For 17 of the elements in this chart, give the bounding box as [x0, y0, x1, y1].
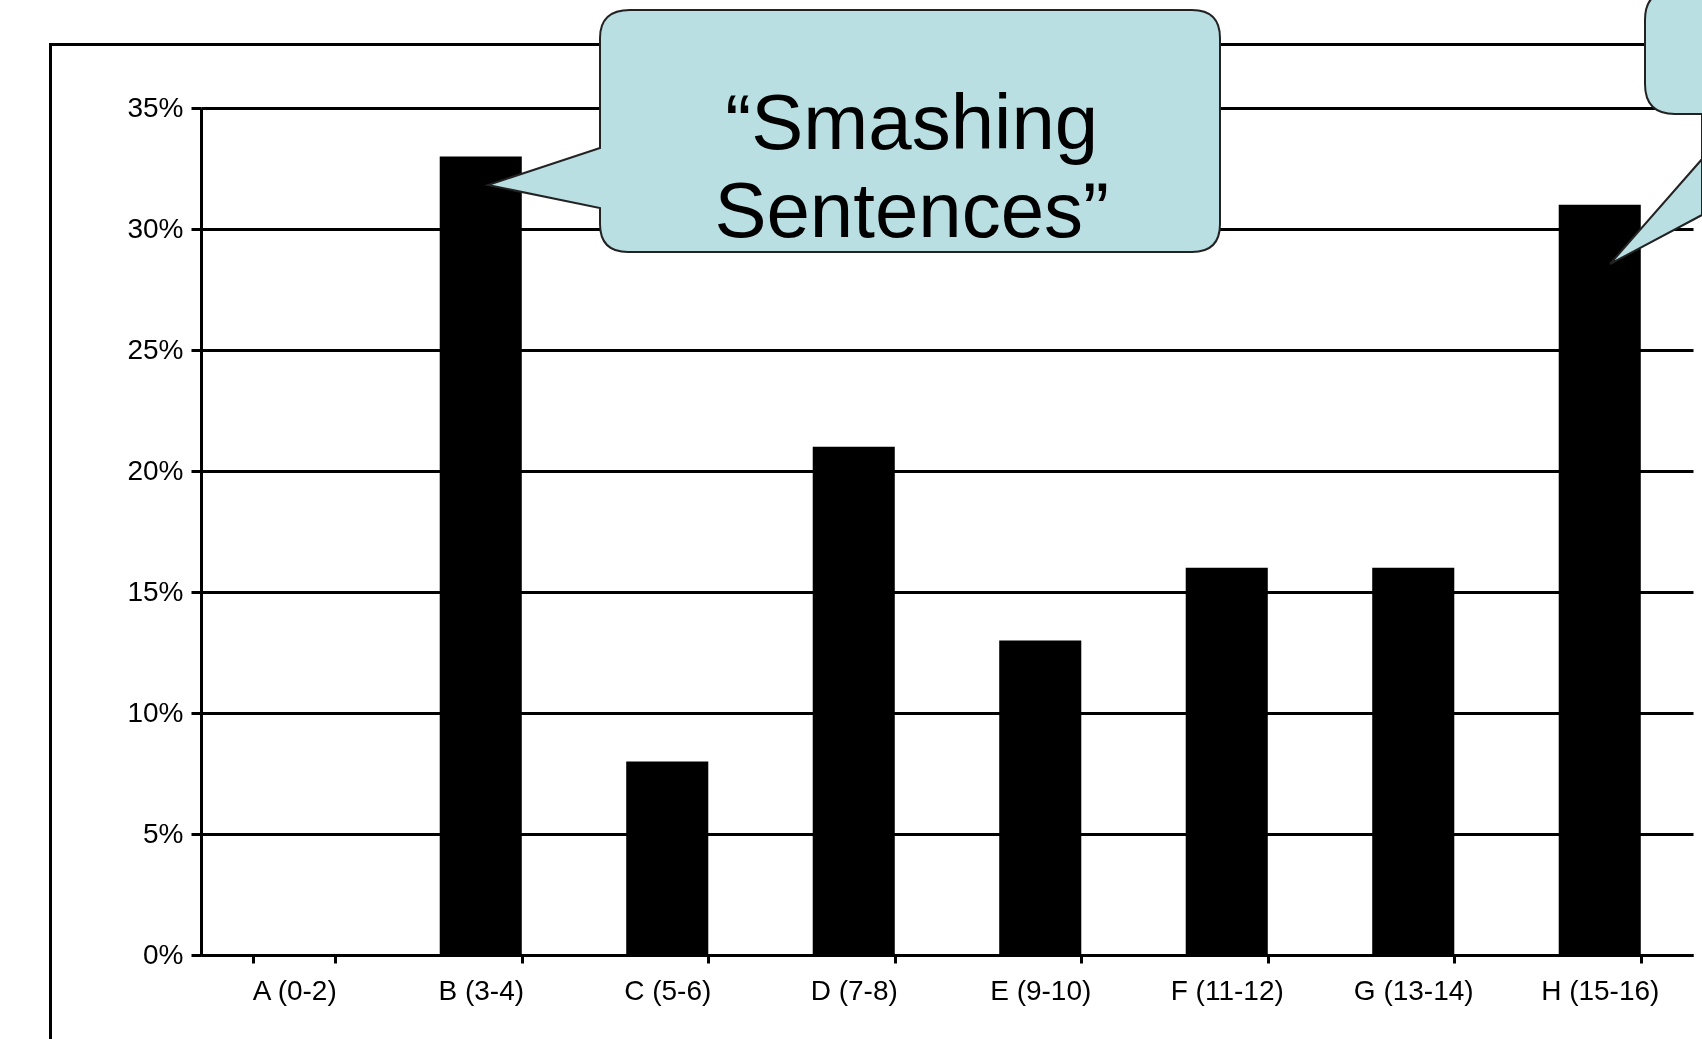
y-tick-label: 30%: [127, 212, 184, 244]
x-tick-label: D (7-8): [810, 974, 898, 1006]
annotation: “Smashing Sentences”: [714, 78, 1110, 255]
x-tick-label: G (13-14): [1353, 974, 1474, 1006]
y-tick-label: 25%: [127, 333, 184, 365]
y-tick-label: 5%: [143, 817, 184, 849]
x-tick-label: B (3-4): [438, 974, 525, 1006]
y-tick-label: 35%: [127, 91, 184, 123]
x-tick-label: E (9-10): [990, 974, 1092, 1006]
y-tick-label: 0%: [143, 938, 184, 970]
y-tick-label: 20%: [127, 454, 184, 486]
x-tick-label: A (0-2): [252, 974, 337, 1006]
x-tick-label: H (15-16): [1541, 974, 1660, 1006]
y-tick-label: 15%: [127, 575, 184, 607]
y-tick-label: 10%: [127, 696, 184, 728]
x-tick-label: C (5-6): [624, 974, 712, 1006]
x-tick-label: F (11-12): [1170, 974, 1284, 1006]
